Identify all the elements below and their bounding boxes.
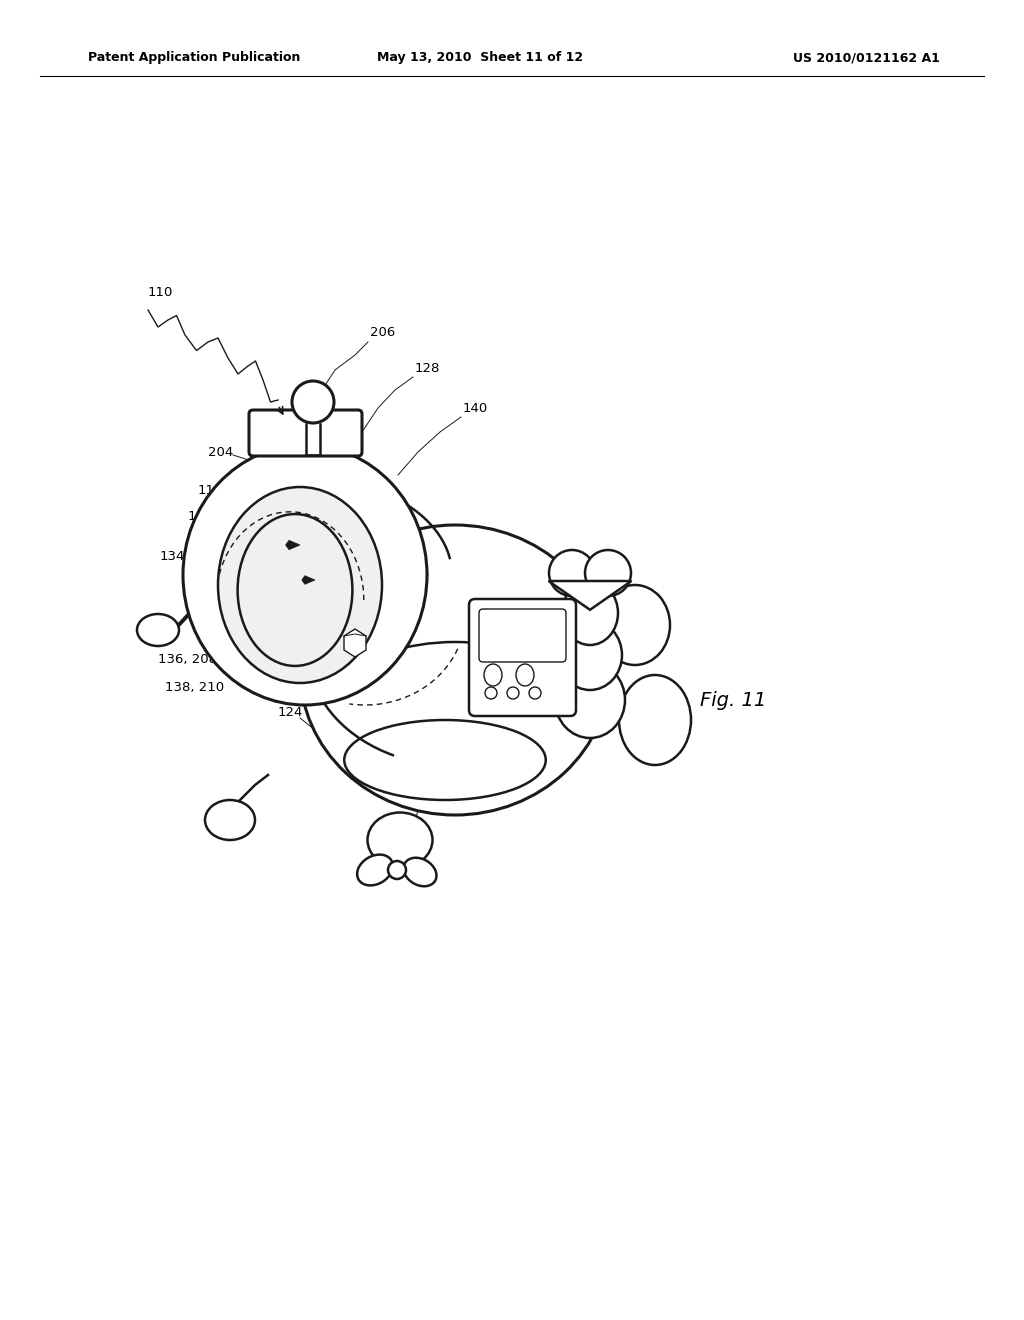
FancyBboxPatch shape bbox=[469, 599, 575, 715]
Ellipse shape bbox=[238, 513, 352, 667]
Text: May 13, 2010  Sheet 11 of 12: May 13, 2010 Sheet 11 of 12 bbox=[377, 51, 583, 65]
Ellipse shape bbox=[300, 525, 610, 814]
Text: 124: 124 bbox=[278, 705, 303, 718]
Ellipse shape bbox=[555, 663, 625, 738]
Text: Patent Application Publication: Patent Application Publication bbox=[88, 51, 300, 65]
Polygon shape bbox=[302, 576, 315, 585]
Circle shape bbox=[388, 861, 406, 879]
Polygon shape bbox=[549, 581, 632, 610]
Ellipse shape bbox=[357, 854, 393, 886]
Circle shape bbox=[585, 550, 631, 597]
Ellipse shape bbox=[558, 620, 622, 690]
Text: 110: 110 bbox=[148, 285, 173, 298]
Text: 136, 208: 136, 208 bbox=[158, 653, 217, 667]
Ellipse shape bbox=[183, 445, 427, 705]
Circle shape bbox=[292, 381, 334, 422]
Polygon shape bbox=[286, 540, 300, 549]
Ellipse shape bbox=[403, 858, 436, 886]
Text: 134: 134 bbox=[160, 549, 185, 562]
Ellipse shape bbox=[205, 800, 255, 840]
Circle shape bbox=[549, 550, 595, 597]
Text: 128: 128 bbox=[415, 362, 440, 375]
Text: 140: 140 bbox=[463, 401, 488, 414]
Text: 138, 210: 138, 210 bbox=[165, 681, 224, 693]
Ellipse shape bbox=[618, 675, 691, 766]
Text: 206: 206 bbox=[370, 326, 395, 339]
Ellipse shape bbox=[344, 719, 546, 800]
Polygon shape bbox=[344, 630, 366, 657]
Ellipse shape bbox=[600, 585, 670, 665]
Ellipse shape bbox=[562, 581, 618, 645]
Text: 156, 160: 156, 160 bbox=[352, 751, 411, 764]
FancyBboxPatch shape bbox=[249, 411, 362, 455]
Text: 204: 204 bbox=[208, 446, 233, 458]
Text: US 2010/0121162 A1: US 2010/0121162 A1 bbox=[794, 51, 940, 65]
Text: 112: 112 bbox=[188, 510, 213, 523]
Ellipse shape bbox=[218, 487, 382, 682]
Text: 154: 154 bbox=[616, 594, 641, 606]
Ellipse shape bbox=[137, 614, 179, 645]
Text: Fig. 11: Fig. 11 bbox=[700, 690, 766, 710]
Ellipse shape bbox=[368, 813, 432, 867]
Text: 116: 116 bbox=[198, 483, 223, 496]
